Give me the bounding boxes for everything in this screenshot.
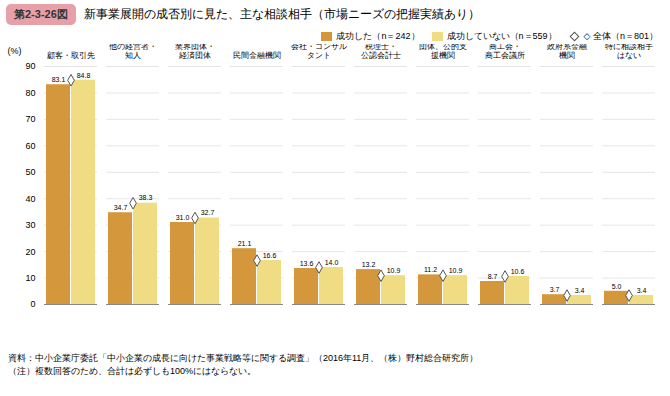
svg-text:10.6: 10.6 <box>511 268 525 275</box>
svg-text:70: 70 <box>25 114 35 124</box>
html-text:（注）複数回答のため、合計は必ずしも100%にはならない。: （注）複数回答のため、合計は必ずしも100%にはならない。 <box>8 366 256 376</box>
svg-text:国、地方公共団体、公的支援機関: 国、地方公共団体、公的支援機関 <box>419 44 467 60</box>
svg-text:3.7: 3.7 <box>550 286 560 293</box>
svg-text:13.6: 13.6 <box>300 260 314 267</box>
svg-text:10: 10 <box>25 273 35 283</box>
svg-text:8.7: 8.7 <box>488 273 498 280</box>
svg-text:政府系金融機関: 政府系金融機関 <box>547 44 587 60</box>
svg-text:11.2: 11.2 <box>424 266 437 273</box>
svg-text:民間金融機関: 民間金融機関 <box>233 51 281 60</box>
svg-text:38.3: 38.3 <box>139 194 153 201</box>
svg-text:21.1: 21.1 <box>238 240 252 247</box>
svg-text:特に相談相手はない: 特に相談相手はない <box>605 44 653 60</box>
svg-text:税理士・公認会計士: 税理士・公認会計士 <box>361 44 401 60</box>
html-text:成功した（n＝242）: 成功した（n＝242） <box>336 30 420 41</box>
svg-text:13.2: 13.2 <box>362 261 376 268</box>
svg-text:(%): (%) <box>8 46 22 56</box>
svg-text:60: 60 <box>25 141 35 151</box>
svg-text:16.6: 16.6 <box>263 252 277 259</box>
svg-text:10.9: 10.9 <box>387 267 401 274</box>
svg-text:3.4: 3.4 <box>637 287 647 294</box>
html-text:第2-3-26図: 第2-3-26図 <box>14 7 68 20</box>
svg-text:30: 30 <box>25 220 35 230</box>
svg-text:50: 50 <box>25 167 35 177</box>
svg-text:84.8: 84.8 <box>77 71 91 78</box>
html-text:新事業展開の成否別に見た、主な相談相手（市場ニーズの把握実績: 新事業展開の成否別に見た、主な相談相手（市場ニーズの把握実績あり） <box>83 6 480 21</box>
svg-text:83.1: 83.1 <box>52 76 66 83</box>
svg-text:80: 80 <box>25 88 35 98</box>
svg-text:20: 20 <box>25 246 35 256</box>
svg-text:他の経営者・知人: 他の経営者・知人 <box>109 44 157 60</box>
html-text:資料：中小企業庁委託「中小企業の成長に向けた事業戦略等に関す: 資料：中小企業庁委託「中小企業の成長に向けた事業戦略等に関する調査」（2016年… <box>8 353 479 363</box>
svg-text:14.0: 14.0 <box>325 259 339 266</box>
svg-text:40: 40 <box>25 194 35 204</box>
svg-text:顧客・取引先: 顧客・取引先 <box>47 51 95 60</box>
html-text:成功していない（n＝559）: 成功していない（n＝559） <box>446 30 557 41</box>
svg-text:31.0: 31.0 <box>176 214 190 221</box>
svg-text:業界団体・経済団体: 業界団体・経済団体 <box>175 44 215 60</box>
svg-text:マーケティング会社・コンサルタント: マーケティング会社・コンサルタント <box>291 44 348 60</box>
svg-text:32.7: 32.7 <box>201 209 215 216</box>
svg-text:34.7: 34.7 <box>114 204 128 211</box>
html-text:◇ 全体（n＝801）: ◇ 全体（n＝801） <box>583 30 658 41</box>
svg-text:10.9: 10.9 <box>449 267 463 274</box>
svg-text:5.0: 5.0 <box>612 283 622 290</box>
svg-text:90: 90 <box>25 61 35 71</box>
svg-text:0: 0 <box>30 299 35 309</box>
svg-text:3.4: 3.4 <box>575 287 585 294</box>
svg-text:商工会・商工会議所: 商工会・商工会議所 <box>485 44 525 60</box>
